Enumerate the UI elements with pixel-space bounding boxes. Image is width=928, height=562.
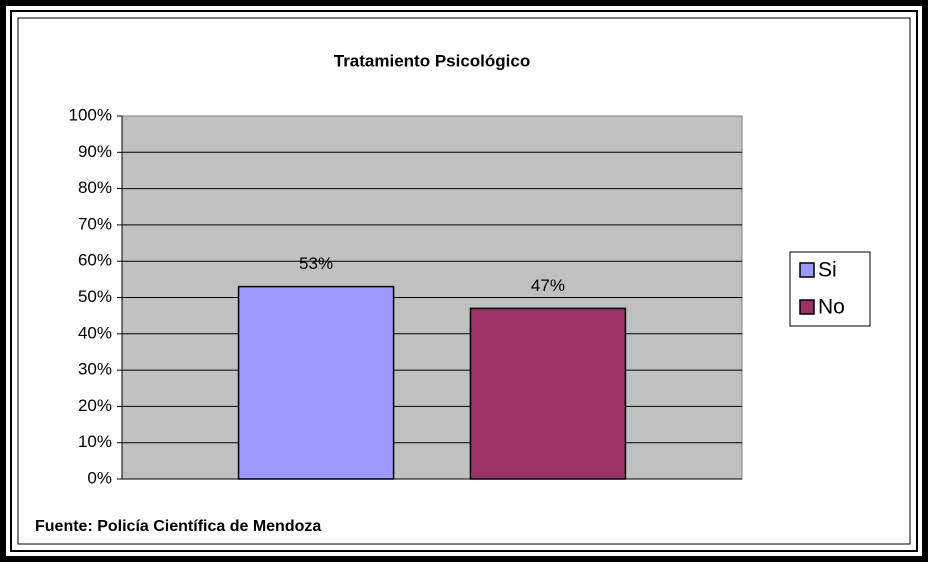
inner-frame	[10, 10, 918, 552]
y-tick-label: 30%	[78, 360, 112, 379]
y-tick-label: 60%	[78, 251, 112, 270]
y-tick-label: 90%	[78, 142, 112, 161]
chart-title: Tratamiento Psicológico	[334, 51, 531, 70]
y-tick-label: 80%	[78, 178, 112, 197]
y-tick-label: 40%	[78, 323, 112, 342]
y-tick-label: 70%	[78, 214, 112, 233]
bar	[237, 285, 395, 480]
y-tick-label: 10%	[78, 432, 112, 451]
bar	[469, 307, 627, 480]
y-tick-label: 0%	[87, 468, 112, 487]
y-tick-label: 50%	[78, 287, 112, 306]
y-tick-label: 20%	[78, 396, 112, 415]
source-note: Fuente: Policía Científica de Mendoza	[35, 518, 321, 535]
legend-swatch	[799, 262, 815, 278]
data-label: 47%	[531, 276, 565, 295]
legend-label: No	[818, 296, 845, 319]
legend-label: Si	[818, 259, 837, 282]
y-tick-label: 100%	[69, 105, 112, 124]
data-label: 53%	[299, 254, 333, 273]
legend-swatch	[799, 299, 815, 315]
